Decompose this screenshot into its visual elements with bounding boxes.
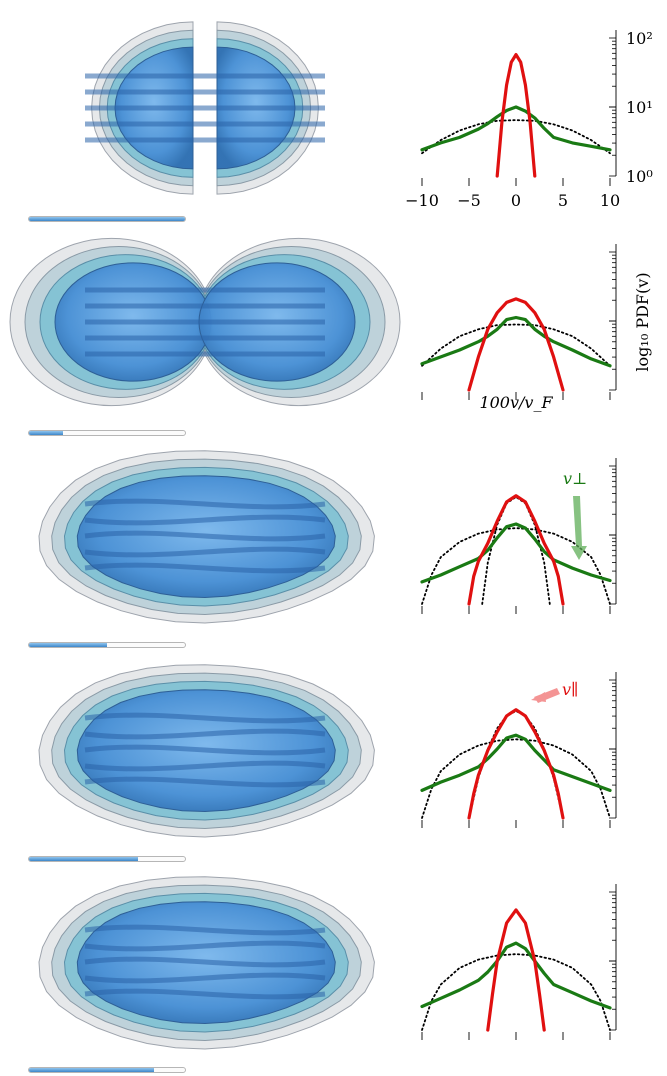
panel-row-2: log₁₀ PDF(v) 100v/v_F (0, 222, 667, 436)
filament-3 (84, 530, 326, 542)
density-render-4 (38, 664, 375, 838)
time-progress-bar-1 (28, 216, 186, 222)
filament-4 (84, 546, 326, 558)
axes (421, 244, 617, 400)
pdf-chart-1: −10 −5 0 5 10 10⁰ 10¹ 10² (405, 29, 653, 210)
time-progress-fill-4 (29, 857, 139, 861)
panel-row-4: v∥ (0, 650, 667, 862)
density-filaments (84, 498, 326, 574)
filament-2 (84, 940, 326, 952)
time-progress-bar-5 (28, 1067, 186, 1073)
density-filaments (84, 287, 325, 357)
series-perpendicular (420, 105, 612, 152)
pdf-chart-3: v⊥ (420, 458, 617, 614)
time-progress-fill-2 (29, 431, 64, 435)
density-render-3 (38, 450, 375, 624)
filament-2 (84, 514, 326, 526)
time-progress-fill-3 (29, 643, 107, 647)
time-progress-bar-4 (28, 856, 186, 862)
filament-5 (84, 776, 326, 788)
filament-1 (84, 498, 326, 510)
series-reference (481, 496, 551, 605)
time-progress-bar-2 (28, 430, 186, 436)
density-render-5 (38, 876, 375, 1050)
y-axis-label: log₁₀ PDF(v) (633, 272, 652, 371)
filament-4 (84, 760, 326, 772)
density-filaments (84, 924, 326, 1000)
panel-row-5 (0, 862, 667, 1074)
series-parallel (486, 908, 546, 1032)
series-parallel (467, 297, 565, 392)
series-reference (421, 738, 611, 819)
filament-3 (84, 956, 326, 968)
series-parallel (467, 708, 565, 820)
filament-2 (84, 728, 326, 740)
time-progress-fill-1 (29, 217, 185, 221)
axes (421, 30, 617, 186)
axes (421, 458, 617, 614)
x-tick-label: 0 (511, 191, 521, 210)
series-perpendicular (420, 941, 612, 1010)
series-reference (421, 527, 611, 605)
pdf-chart-5 (420, 884, 617, 1040)
series-parallel (495, 52, 537, 178)
axes (421, 884, 617, 1040)
x-tick-label: −10 (405, 191, 439, 210)
axes (421, 672, 617, 828)
filament-5 (84, 988, 326, 1000)
x-tick-label: −5 (457, 191, 481, 210)
time-progress-bar-3 (28, 642, 186, 648)
series-perpendicular (420, 733, 612, 792)
series-perpendicular (420, 315, 612, 368)
filament-5 (84, 562, 326, 574)
series-parallel (467, 494, 565, 606)
annotation-arrow (531, 688, 560, 703)
x-tick-label: 10 (600, 191, 620, 210)
filament-1 (84, 924, 326, 936)
density-filaments (84, 712, 326, 788)
series-perpendicular (420, 522, 612, 584)
pdf-chart-2: log₁₀ PDF(v) 100v/v_F (420, 244, 652, 412)
pdf-chart-4: v∥ (420, 672, 617, 828)
density-render-1 (84, 21, 325, 195)
series-reference (421, 953, 611, 1031)
time-progress-fill-5 (29, 1068, 154, 1072)
x-tick-label: 5 (558, 191, 568, 210)
filament-1 (84, 712, 326, 724)
y-tick-label: 10⁰ (626, 167, 653, 186)
filament-3 (84, 744, 326, 756)
filament-4 (84, 972, 326, 984)
series-reference (421, 119, 611, 155)
annotation-label: v∥ (562, 680, 578, 699)
density-filaments (84, 73, 325, 143)
panel-row-3: v⊥ (0, 436, 667, 648)
series-reference (421, 323, 611, 367)
y-tick-label: 10² (626, 29, 653, 48)
y-tick-label: 10¹ (626, 98, 653, 117)
annotation-arrow (571, 496, 587, 560)
panel-row-1: −10 −5 0 5 10 10⁰ 10¹ 10² (0, 8, 667, 222)
annotation-label: v⊥ (563, 469, 587, 488)
x-axis-label: 100v/v_F (479, 393, 553, 412)
density-render-2 (9, 237, 401, 407)
